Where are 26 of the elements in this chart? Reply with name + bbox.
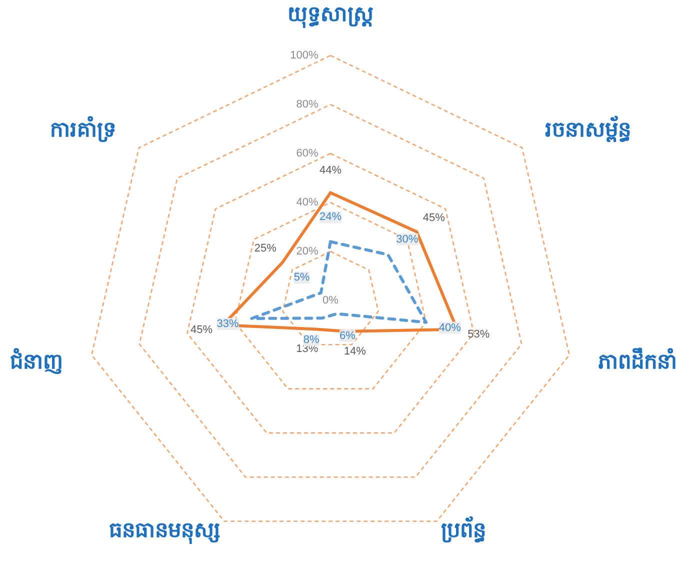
data-label: 53% xyxy=(468,328,490,340)
data-label: 8% xyxy=(303,334,320,346)
data-label: 24% xyxy=(319,211,342,224)
spoke-label: ការគាំទ្រ xyxy=(50,115,116,142)
data-label: 40% xyxy=(438,322,462,334)
spoke-label: ប្រព័ន្ធ xyxy=(441,516,486,544)
spoke-label: ភាពដឹកនាំ xyxy=(598,348,678,374)
data-label: 6% xyxy=(340,330,356,342)
spoke-label: ធនធានមនុស្ស xyxy=(108,518,220,546)
y-tick-label: 60% xyxy=(296,148,318,160)
spoke-label: យុទ្ធសាស្ត្រ xyxy=(288,2,374,30)
y-tick-label: 100% xyxy=(290,50,318,62)
data-label: 5% xyxy=(294,272,310,284)
data-label: 33% xyxy=(216,318,240,330)
data-label: 45% xyxy=(190,324,213,336)
spoke-label: រចនាសម្ព័ន្ធ xyxy=(545,115,632,142)
y-tick-label: 0% xyxy=(322,294,339,306)
y-tick-label: 40% xyxy=(296,196,318,208)
data-label: 14% xyxy=(344,345,366,358)
data-label: 45% xyxy=(422,212,446,224)
data-label: 30% xyxy=(396,233,418,246)
y-tick-label: 80% xyxy=(296,98,318,110)
spoke-label: ជំនាញ xyxy=(10,348,63,375)
data-label: 44% xyxy=(319,164,342,177)
y-tick-label: 20% xyxy=(296,246,318,258)
data-label: 25% xyxy=(254,242,277,255)
